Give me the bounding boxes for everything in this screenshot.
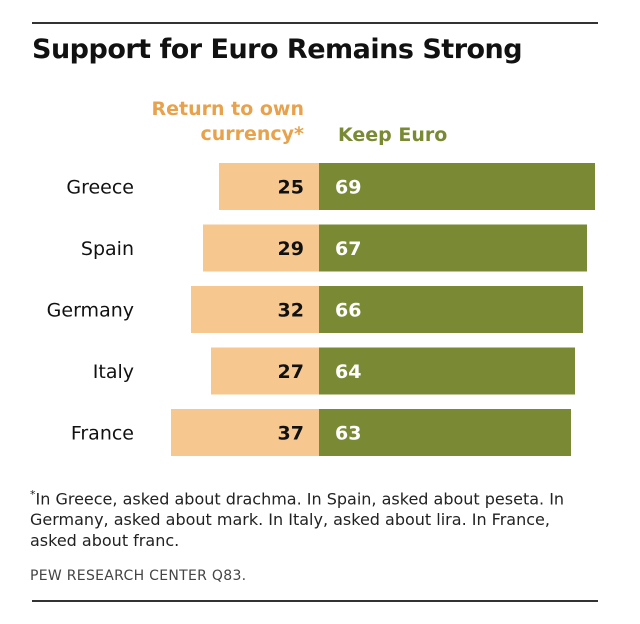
bar-return-italy — [211, 347, 319, 395]
value-label-keep-germany: 66 — [335, 300, 361, 322]
bar-return-germany — [191, 286, 319, 333]
value-label-return-spain: 29 — [278, 238, 304, 260]
legend-return-to-own-currency: Return to own currency* — [104, 97, 304, 147]
value-label-keep-italy: 64 — [335, 361, 361, 383]
value-label-return-france: 37 — [278, 423, 304, 445]
bar-return-greece — [219, 163, 319, 210]
legend-keep-euro: Keep Euro — [338, 124, 448, 146]
bar-chart: Greece 25 69 Spain 29 67 Germany 32 66 Italy 27 64 F… — [47, 163, 595, 456]
bar-return-france — [171, 409, 319, 456]
legend-return-line1: Return to own — [151, 98, 304, 120]
legend-return-line2: currency* — [200, 123, 304, 145]
bottom-rule — [32, 600, 598, 602]
value-label-return-greece: 25 — [278, 177, 304, 199]
bar-keep-greece — [319, 163, 595, 210]
bar-keep-italy — [319, 347, 575, 395]
bar-keep-france — [319, 409, 571, 456]
category-label-france: France — [71, 423, 134, 445]
category-label-italy: Italy — [93, 361, 134, 383]
bar-return-spain — [203, 224, 319, 272]
value-label-keep-spain: 67 — [335, 238, 361, 260]
value-label-keep-greece: 69 — [335, 177, 361, 199]
category-label-germany: Germany — [47, 300, 134, 322]
source-note: PEW RESEARCH CENTER Q83. — [30, 568, 247, 584]
top-rule — [32, 22, 598, 24]
bar-keep-germany — [319, 286, 583, 333]
footnote: *In Greece, asked about drachma. In Spai… — [30, 484, 590, 551]
chart-title: Support for Euro Remains Strong — [32, 34, 523, 65]
bar-keep-spain — [319, 224, 587, 272]
value-label-keep-france: 63 — [335, 423, 361, 445]
category-label-spain: Spain — [81, 238, 134, 260]
value-label-return-germany: 32 — [278, 300, 304, 322]
footnote-star: * — [30, 488, 36, 501]
footnote-text: In Greece, asked about drachma. In Spain… — [30, 489, 565, 551]
category-label-greece: Greece — [66, 177, 134, 199]
value-label-return-italy: 27 — [278, 361, 304, 383]
